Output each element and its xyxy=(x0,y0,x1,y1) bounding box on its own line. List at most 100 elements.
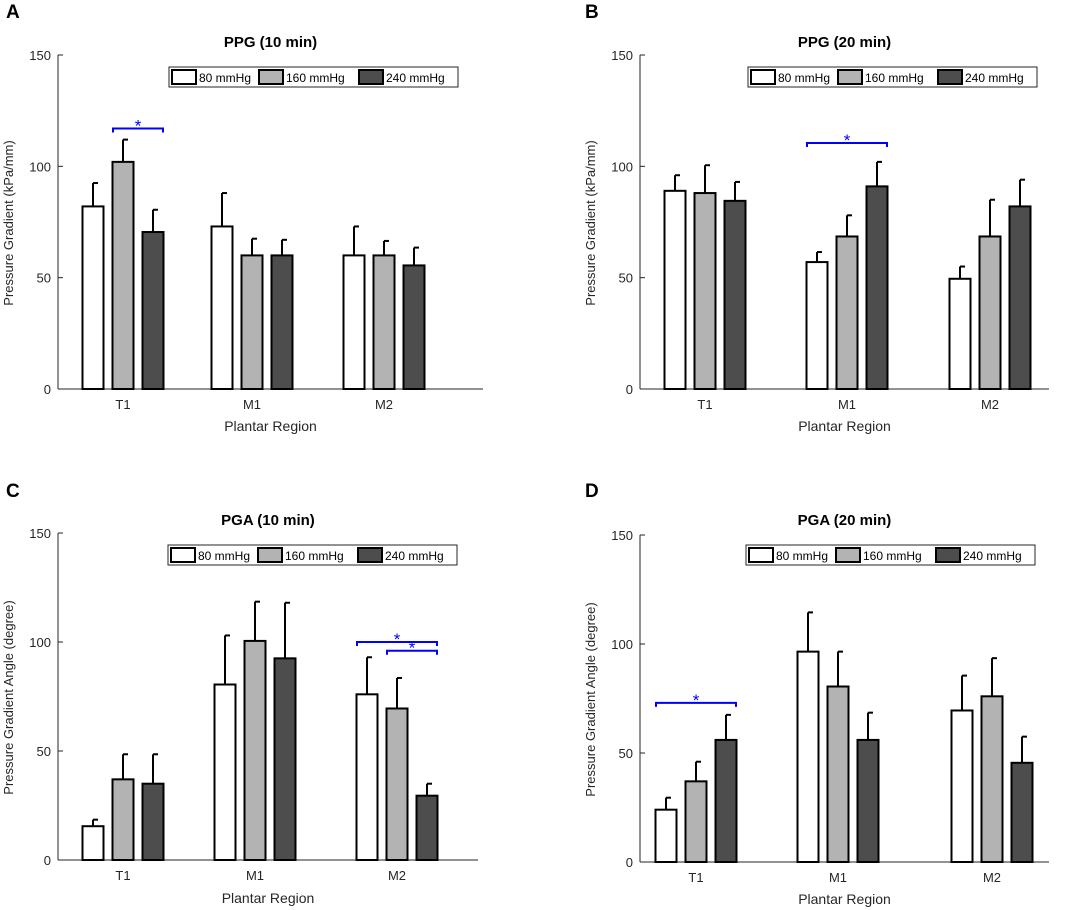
y-axis-label: Pressure Gradient Angle (degree) xyxy=(583,602,598,796)
chart-panel-c: C PGA (10 min) 0 50 100 150 Pressure Gradient … xyxy=(1,481,478,906)
chart-panel-a: A PPG (10 min) 0 50 100 150 Pressure Gradient … xyxy=(1,2,483,434)
x-tick-label: T1 xyxy=(697,397,712,412)
legend: 80 mmHg 160 mmHg 240 mmHg xyxy=(745,544,1036,566)
y-tick-label: 0 xyxy=(44,853,51,868)
legend-label: 160 mmHg xyxy=(286,71,345,85)
y-tick-label: 100 xyxy=(611,637,633,652)
legend-label: 160 mmHg xyxy=(865,71,924,85)
legend-label: 160 mmHg xyxy=(285,549,344,563)
legend-label: 240 mmHg xyxy=(963,549,1022,563)
bar-80-mmhg xyxy=(81,205,105,390)
bar-240-mmhg xyxy=(402,264,426,391)
legend-swatch xyxy=(937,69,963,85)
y-tick-label: 50 xyxy=(619,746,633,761)
legend-box xyxy=(168,66,459,88)
bar-160-mmhg xyxy=(372,254,396,390)
x-tick-label: M2 xyxy=(981,397,999,412)
y-axis-label: Pressure Gradient Angle (degree) xyxy=(1,600,16,794)
bar-80-mmhg xyxy=(950,709,974,863)
x-axis-label: Plantar Region xyxy=(798,418,891,434)
bar-240-mmhg xyxy=(1008,205,1032,390)
bar-80-mmhg xyxy=(342,254,366,390)
bar-80-mmhg xyxy=(355,693,379,861)
legend-swatch xyxy=(257,547,283,563)
x-tick-label: T1 xyxy=(688,870,703,885)
bar-240-mmhg xyxy=(141,782,165,862)
y-axis-label: Pressure Gradient (kPa/mm) xyxy=(583,140,598,305)
legend-label: 80 mmHg xyxy=(776,549,828,563)
bar-240-mmhg xyxy=(714,738,738,863)
x-tick-label: T1 xyxy=(115,868,130,883)
bar-240-mmhg xyxy=(865,185,889,390)
legend-label: 240 mmHg xyxy=(965,71,1024,85)
y-tick-label: 100 xyxy=(29,159,51,174)
significance-bracket xyxy=(655,701,737,707)
legend-swatch xyxy=(170,547,196,563)
y-tick-label: 0 xyxy=(44,382,51,397)
bar-80-mmhg xyxy=(948,277,972,390)
significance-star: * xyxy=(135,116,142,135)
panel-label: D xyxy=(585,481,599,502)
bar-240-mmhg xyxy=(270,254,294,390)
legend-box xyxy=(167,544,458,566)
legend: 80 mmHg 160 mmHg 240 mmHg xyxy=(168,66,459,88)
y-tick-label: 150 xyxy=(611,48,633,63)
bar-80-mmhg xyxy=(210,225,234,390)
bar-160-mmhg xyxy=(240,254,264,390)
legend: 80 mmHg 160 mmHg 240 mmHg xyxy=(747,66,1038,88)
legend-label: 80 mmHg xyxy=(198,549,250,563)
y-tick-label: 50 xyxy=(37,744,51,759)
x-tick-label: M2 xyxy=(388,868,406,883)
legend-swatch xyxy=(357,547,383,563)
significance-star: * xyxy=(844,131,851,150)
legend-swatch xyxy=(748,547,774,563)
bar-240-mmhg xyxy=(141,231,165,390)
x-tick-label: M1 xyxy=(838,397,856,412)
bar-240-mmhg xyxy=(723,199,747,390)
significance-bracket xyxy=(386,649,438,655)
chart-panel-b: B PPG (20 min) 0 50 100 150 Pressure Gradient … xyxy=(583,2,1049,434)
bar-160-mmhg xyxy=(826,685,850,864)
bar-160-mmhg xyxy=(980,695,1004,863)
y-tick-label: 100 xyxy=(29,635,51,650)
y-axis-label: Pressure Gradient (kPa/mm) xyxy=(1,140,16,305)
bar-160-mmhg xyxy=(835,235,859,390)
y-tick-label: 100 xyxy=(611,159,633,174)
panel-label: B xyxy=(585,2,599,23)
chart-title: PPG (10 min) xyxy=(224,34,317,51)
significance-bracket xyxy=(356,641,438,646)
significance-star: * xyxy=(394,630,401,649)
legend-swatch xyxy=(358,69,384,85)
bar-160-mmhg xyxy=(385,707,409,861)
bar-80-mmhg xyxy=(213,683,237,862)
legend-label: 240 mmHg xyxy=(386,71,445,85)
bar-160-mmhg xyxy=(693,192,717,390)
bar-160-mmhg xyxy=(684,780,708,864)
x-tick-label: M1 xyxy=(829,870,847,885)
bar-160-mmhg xyxy=(243,639,267,861)
significance-bracket xyxy=(806,141,888,147)
y-tick-label: 150 xyxy=(29,48,51,63)
y-tick-label: 50 xyxy=(619,271,633,286)
bar-240-mmhg xyxy=(856,738,880,863)
significance-star: * xyxy=(409,639,416,658)
legend: 80 mmHg 160 mmHg 240 mmHg xyxy=(167,544,458,566)
legend-swatch xyxy=(835,547,861,563)
legend-swatch xyxy=(750,69,776,85)
bar-80-mmhg xyxy=(81,825,105,862)
x-axis-label: Plantar Region xyxy=(798,891,891,907)
legend-box xyxy=(745,544,1036,566)
bar-160-mmhg xyxy=(111,778,135,862)
significance-bracket xyxy=(112,127,164,133)
legend-box xyxy=(747,66,1038,88)
y-tick-label: 0 xyxy=(626,382,633,397)
legend-label: 240 mmHg xyxy=(385,549,444,563)
x-tick-label: M2 xyxy=(375,397,393,412)
x-axis-label: Plantar Region xyxy=(222,890,315,906)
chart-title: PPG (20 min) xyxy=(798,34,891,51)
bar-160-mmhg xyxy=(111,160,135,390)
chart-title: PGA (20 min) xyxy=(798,512,892,529)
panel-label: A xyxy=(6,2,20,23)
legend-swatch xyxy=(258,69,284,85)
